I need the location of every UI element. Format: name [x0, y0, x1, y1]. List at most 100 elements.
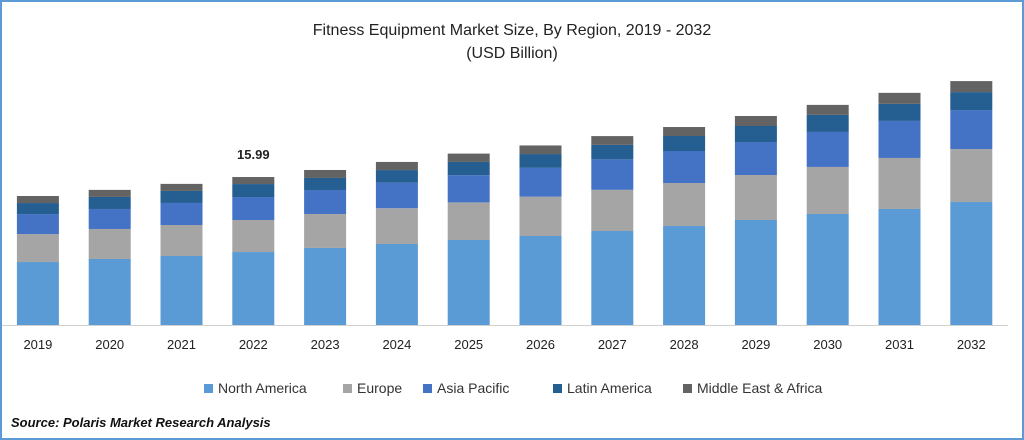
bar-segment-latin-america-2023: [304, 177, 347, 190]
legend-item: North America: [204, 380, 307, 396]
x-tick-label: 2023: [311, 337, 340, 352]
bar-segment-north-america-2024: [375, 243, 418, 325]
data-label: 15.99: [237, 147, 270, 162]
legend-item: Latin America: [553, 380, 652, 396]
bar-segment-europe-2021: [160, 224, 203, 257]
bar-segment-latin-america-2029: [734, 126, 777, 143]
bar-segment-europe-2028: [663, 183, 706, 227]
bar-segment-europe-2020: [88, 228, 131, 259]
legend-item: Asia Pacific: [423, 380, 509, 396]
bar-segment-europe-2029: [734, 174, 777, 220]
bar-segment-north-america-2021: [160, 256, 203, 325]
bar-segment-europe-2026: [519, 196, 562, 237]
bar-segment-asia-pacific-2023: [304, 189, 347, 214]
bar-segment-middle-east-africa-2023: [304, 169, 347, 178]
legend-swatch: [683, 383, 692, 393]
bar-segment-middle-east-africa-2031: [878, 92, 921, 104]
bar-segment-europe-2031: [878, 157, 921, 209]
bar-segment-north-america-2028: [663, 226, 706, 325]
legend-label: Middle East & Africa: [697, 380, 823, 396]
legend-label: Europe: [357, 380, 403, 396]
bar-segment-asia-pacific-2021: [160, 202, 203, 225]
bar-segment-north-america-2026: [519, 236, 562, 325]
bar-segment-middle-east-africa-2032: [950, 81, 993, 93]
bar-segment-middle-east-africa-2025: [447, 153, 490, 162]
bar-segment-latin-america-2020: [88, 196, 131, 209]
x-tick-label: 2026: [526, 337, 555, 352]
bar-segment-north-america-2025: [447, 239, 490, 325]
bar-segment-north-america-2030: [806, 213, 849, 325]
chart-subtitle: (USD Billion): [466, 45, 558, 62]
bar-segment-middle-east-africa-2030: [806, 104, 849, 115]
bar-segment-latin-america-2032: [950, 92, 993, 111]
x-tick-label: 2021: [167, 337, 196, 352]
bar-segment-asia-pacific-2025: [447, 175, 490, 203]
bar-segment-latin-america-2024: [375, 170, 418, 183]
x-tick-label: 2024: [382, 337, 411, 352]
bar-segment-asia-pacific-2031: [878, 120, 921, 158]
bar-segment-north-america-2032: [950, 202, 993, 325]
bar-segment-north-america-2027: [591, 231, 634, 325]
stacked-bar-chart: 2019 2020 2021 2022 15.99 2023 2024 2025 2026 202…: [2, 81, 1008, 352]
bar-segment-middle-east-africa-2027: [591, 136, 634, 145]
x-tick-label: 2025: [454, 337, 483, 352]
bar-segment-asia-pacific-2030: [806, 131, 849, 167]
bar-segment-middle-east-africa-2029: [734, 116, 777, 127]
x-tick-label: 2022: [239, 337, 268, 352]
x-tick-label: 2019: [23, 337, 52, 352]
bar-segment-middle-east-africa-2024: [375, 161, 418, 171]
bar-segment-asia-pacific-2029: [734, 142, 777, 175]
bar-segment-asia-pacific-2026: [519, 167, 562, 197]
bar-segment-europe-2024: [375, 208, 418, 244]
bar-segment-latin-america-2019: [16, 203, 59, 215]
x-tick-label: 2029: [741, 337, 770, 352]
x-tick-label: 2032: [957, 337, 986, 352]
bar-segment-middle-east-africa-2026: [519, 145, 562, 155]
bar-segment-europe-2030: [806, 166, 849, 214]
legend-label: North America: [218, 380, 307, 396]
bar-segment-asia-pacific-2027: [591, 159, 634, 190]
legend-swatch: [343, 383, 352, 393]
bar-segment-latin-america-2027: [591, 144, 634, 160]
bar-segment-north-america-2019: [16, 262, 59, 325]
legend-swatch: [553, 383, 562, 393]
x-tick-label: 2028: [670, 337, 699, 352]
x-tick-label: 2031: [885, 337, 914, 352]
legend-label: Latin America: [567, 380, 652, 396]
bar-segment-middle-east-africa-2022: [232, 177, 275, 185]
legend-swatch: [204, 383, 213, 393]
bar-segment-asia-pacific-2024: [375, 182, 418, 209]
bar-segment-europe-2022: [232, 219, 275, 253]
bar-segment-north-america-2029: [734, 219, 777, 325]
bar-segment-asia-pacific-2022: [232, 197, 275, 220]
x-tick-label: 2027: [598, 337, 627, 352]
chart-title: Fitness Equipment Market Size, By Region…: [312, 22, 712, 39]
bar-segment-north-america-2031: [878, 208, 921, 325]
bar-segment-europe-2025: [447, 202, 490, 240]
bar-segment-europe-2027: [591, 189, 634, 232]
source-note: Source: Polaris Market Research Analysis: [11, 415, 271, 430]
bar-segment-north-america-2023: [304, 247, 347, 325]
legend-swatch: [423, 383, 432, 393]
bar-segment-middle-east-africa-2019: [16, 196, 59, 204]
bar-segment-asia-pacific-2028: [663, 151, 706, 184]
bar-segment-asia-pacific-2019: [16, 214, 59, 235]
bar-segment-europe-2032: [950, 149, 993, 203]
bar-segment-latin-america-2025: [447, 161, 490, 176]
bar-segment-latin-america-2028: [663, 136, 706, 152]
bar-segment-asia-pacific-2020: [88, 208, 131, 229]
legend-item: Europe: [343, 380, 402, 396]
x-tick-label: 2030: [813, 337, 842, 352]
bar-segment-middle-east-africa-2020: [88, 189, 131, 197]
bar-segment-north-america-2022: [232, 252, 275, 325]
bar-segment-europe-2023: [304, 213, 347, 248]
bar-segment-latin-america-2031: [878, 103, 921, 121]
bar-segment-latin-america-2021: [160, 190, 203, 203]
legend-label: Asia Pacific: [437, 380, 510, 396]
bar-segment-asia-pacific-2032: [950, 110, 993, 150]
bar-segment-north-america-2020: [88, 258, 131, 325]
bar-segment-latin-america-2026: [519, 154, 562, 168]
bar-segment-latin-america-2022: [232, 184, 275, 198]
bar-segment-latin-america-2030: [806, 114, 849, 132]
legend-item: Middle East & Africa: [683, 380, 822, 396]
